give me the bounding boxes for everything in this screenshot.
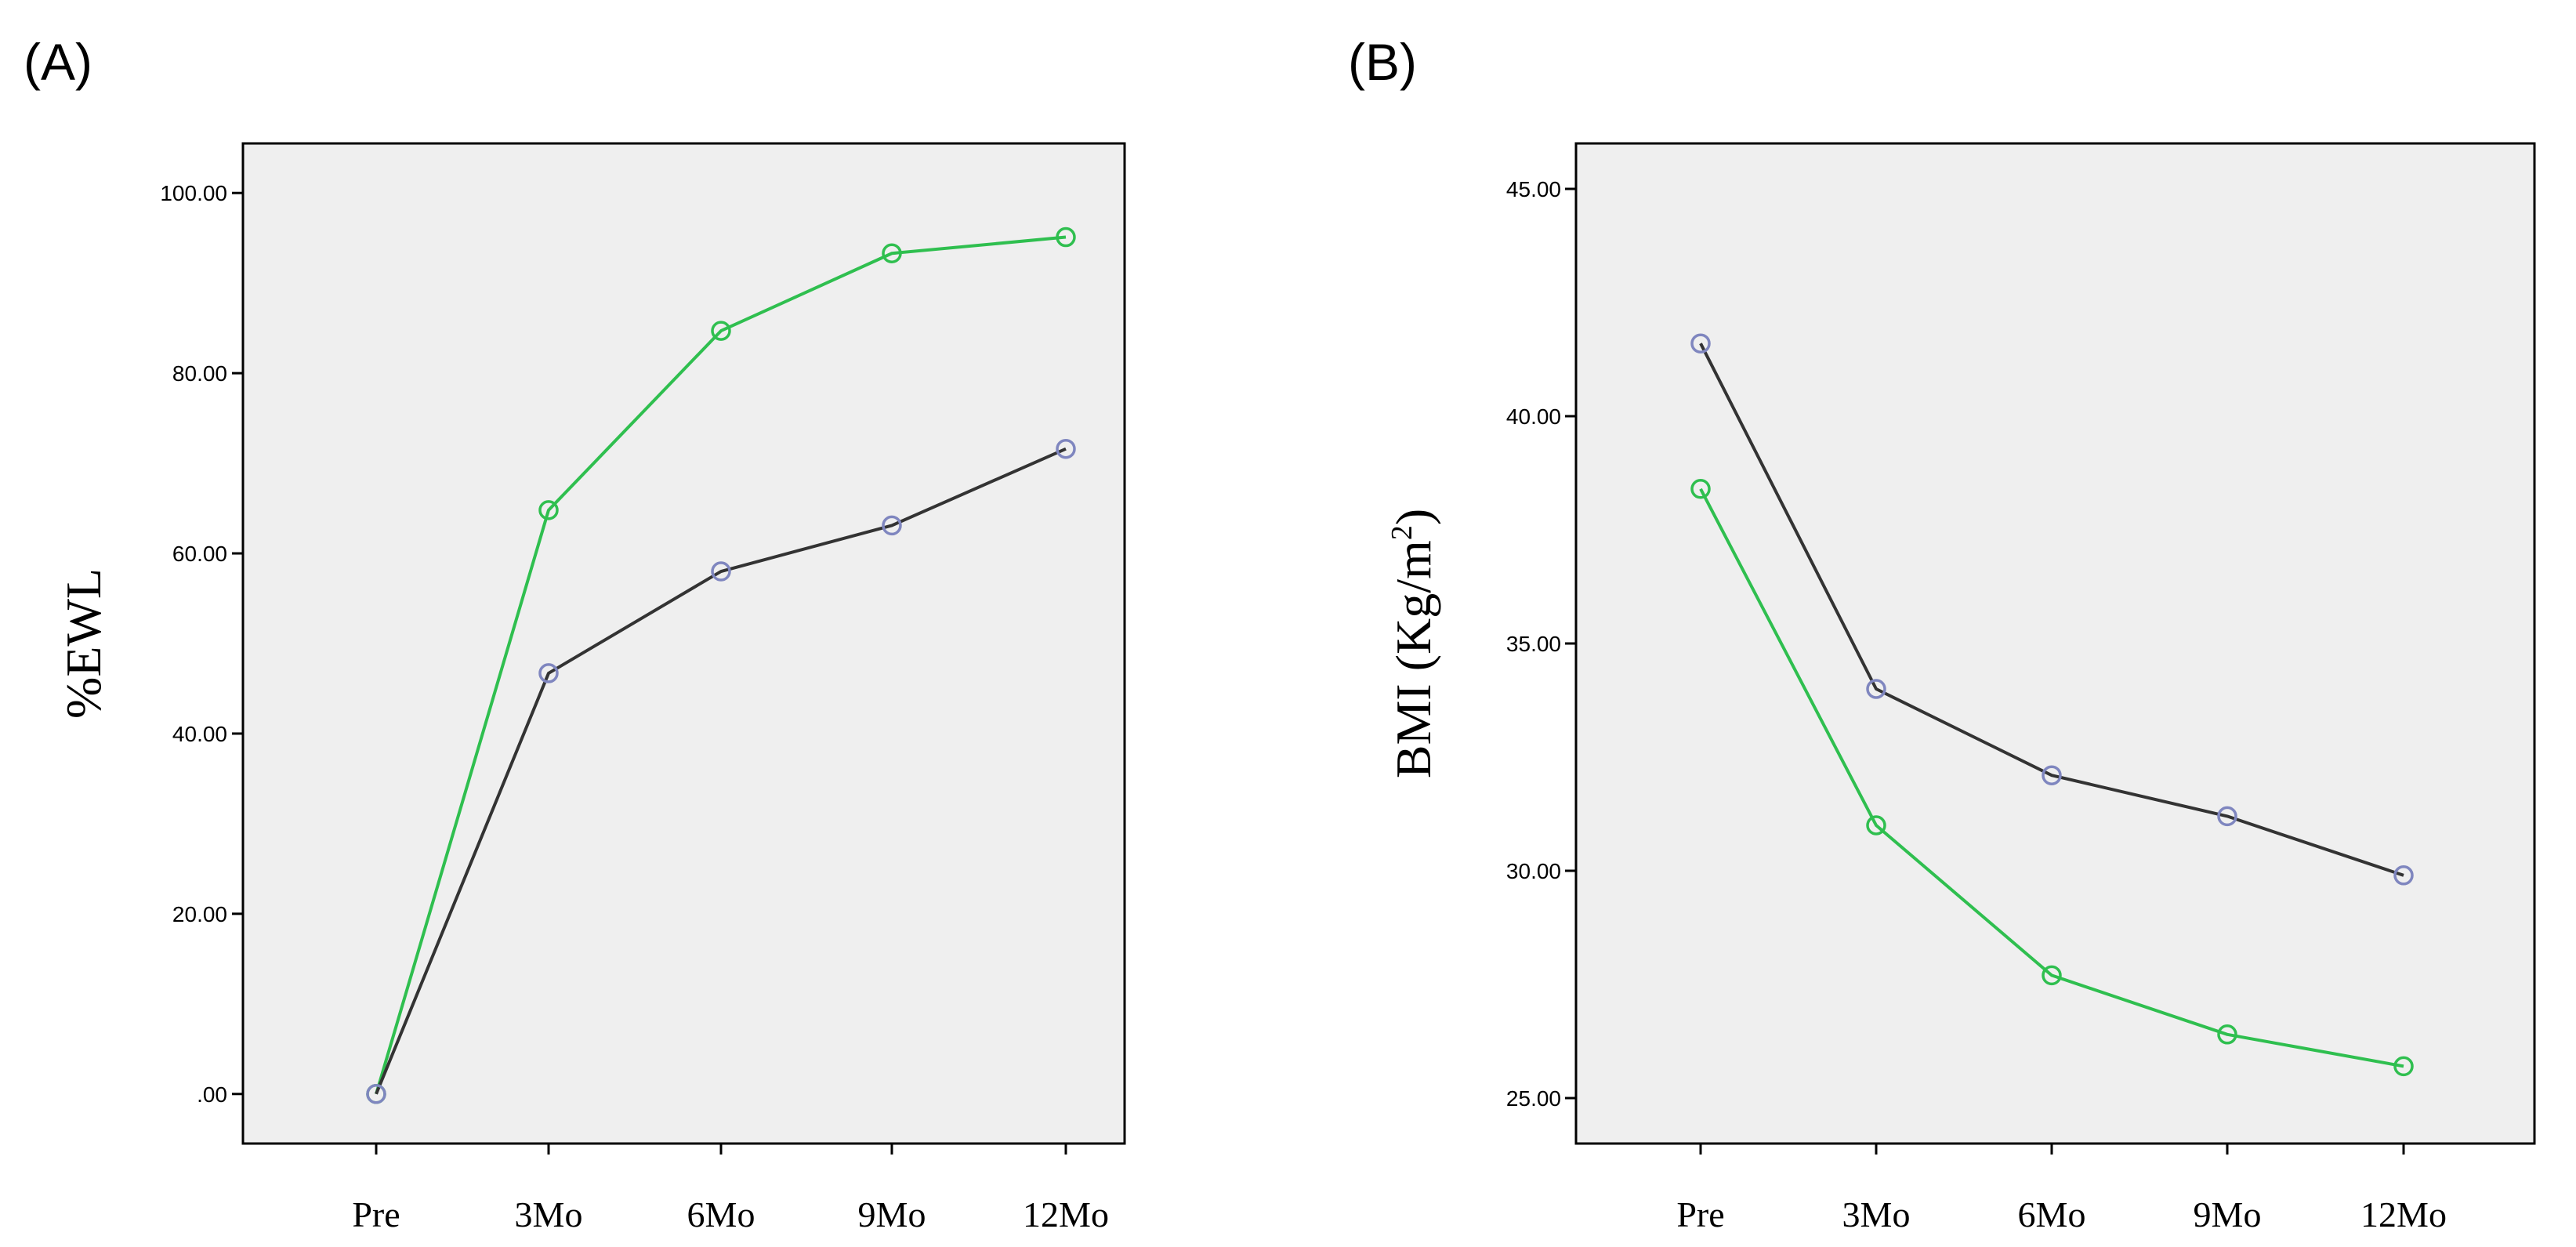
panel-b-series xyxy=(1690,333,2414,1077)
series-1-point xyxy=(711,321,731,341)
series-line-2 xyxy=(1699,343,2404,877)
series-1-point xyxy=(1056,227,1076,248)
series-1-point xyxy=(1690,479,1711,499)
panel-a-y-axis-title: %EWL xyxy=(56,568,111,719)
x-tick-label: 6Mo xyxy=(687,1194,755,1234)
y-tick-label: 100.00 xyxy=(160,181,227,205)
series-2-point xyxy=(2393,865,2414,886)
panel-b-y-axis-title-main: BMI (Kg/m xyxy=(1386,540,1441,778)
x-tick-label: 6Mo xyxy=(2018,1194,2086,1234)
series-2-point xyxy=(711,561,731,582)
panel-b-y-axis-title-close: ) xyxy=(1386,509,1441,525)
y-tick-label: 40.00 xyxy=(1506,404,1561,429)
y-tick-label: .00 xyxy=(197,1082,227,1107)
series-2-point xyxy=(2042,765,2062,785)
x-tick-label: 12Mo xyxy=(2360,1194,2447,1234)
y-tick-label: 40.00 xyxy=(172,722,227,746)
y-tick-label: 20.00 xyxy=(172,902,227,926)
x-tick-label: 3Mo xyxy=(1842,1194,1911,1234)
panel-b: (B) BMI (Kg/m2) 25.00 30.00 35.00 40.00 45.0… xyxy=(1348,33,2536,1234)
panel-b-y-axis-title-sup: 2 xyxy=(1386,525,1418,540)
y-tick-label: 30.00 xyxy=(1506,859,1561,883)
panel-a-x-ticks: Pre 3Mo 6Mo 9Mo 12Mo xyxy=(352,1144,1109,1234)
series-2-point xyxy=(1866,679,1886,699)
panel-b-label: (B) xyxy=(1348,33,1417,91)
x-tick-label: Pre xyxy=(1676,1194,1724,1234)
panel-b-x-ticks: Pre 3Mo 6Mo 9Mo 12Mo xyxy=(1676,1144,2447,1234)
series-1-point xyxy=(2393,1056,2414,1077)
series-1-point xyxy=(882,243,902,263)
panel-a-label: (A) xyxy=(24,33,92,91)
panel-b-y-axis-title: BMI (Kg/m2) xyxy=(1386,509,1441,778)
series-1-point xyxy=(2042,965,2062,986)
series-1-point xyxy=(1866,815,1886,836)
x-tick-label: 9Mo xyxy=(858,1194,926,1234)
series-2-point xyxy=(2217,806,2237,827)
y-tick-label: 45.00 xyxy=(1506,177,1561,201)
panel-a: (A) %EWL .00 20.00 40.00 60.00 80.00 100.00 P… xyxy=(24,33,1126,1234)
y-tick-label: 35.00 xyxy=(1506,632,1561,656)
y-tick-label: 60.00 xyxy=(172,542,227,566)
y-tick-label: 25.00 xyxy=(1506,1086,1561,1111)
series-2-point xyxy=(366,1084,386,1104)
x-tick-label: 3Mo xyxy=(515,1194,583,1234)
series-2-point xyxy=(1690,333,1711,353)
y-tick-label: 80.00 xyxy=(172,361,227,386)
panel-a-y-ticks: .00 20.00 40.00 60.00 80.00 100.00 xyxy=(160,181,243,1107)
panel-a-plot-area xyxy=(241,142,1126,1145)
series-2-point xyxy=(1056,438,1076,459)
series-1-point xyxy=(2217,1024,2237,1045)
series-line-2 xyxy=(375,447,1067,1095)
series-line-1 xyxy=(1699,488,2404,1068)
series-2-point xyxy=(882,515,902,536)
panel-a-series xyxy=(366,227,1076,1104)
x-tick-label: 9Mo xyxy=(2194,1194,2262,1234)
series-line-1 xyxy=(375,235,1067,1095)
panel-b-plot-area xyxy=(1574,142,2536,1145)
series-1-point xyxy=(538,500,559,520)
panel-b-y-ticks: 25.00 30.00 35.00 40.00 45.00 xyxy=(1506,177,1576,1111)
x-tick-label: Pre xyxy=(352,1194,400,1234)
series-2-point xyxy=(538,663,559,683)
x-tick-label: 12Mo xyxy=(1023,1194,1109,1234)
